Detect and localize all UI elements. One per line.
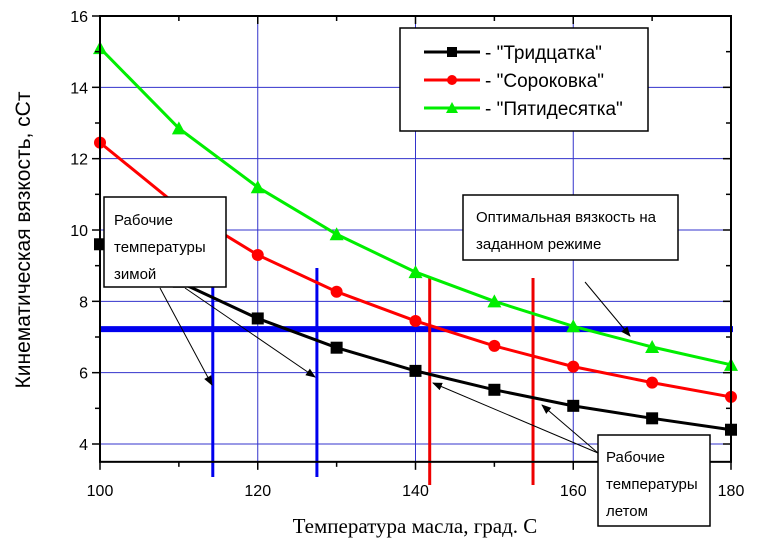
data-point-square [567,399,580,412]
optimal-arrow [584,281,631,337]
data-point-circle [330,285,343,298]
winter-arrow [159,287,213,386]
data-point-triangle [408,265,423,279]
data-point-square [646,412,659,425]
summer-annotation-text: Рабочие [606,449,665,466]
legend-marker-triangle [446,102,458,113]
data-point-triangle [329,227,344,241]
x-tick-label: 120 [244,483,271,500]
summer-annotation-text: летом [606,503,648,520]
summer-arrow [432,382,599,454]
legend-label: - "Тридцатка" [485,43,602,64]
winter-annotation-text: Рабочие [114,212,173,229]
data-point-circle [251,248,264,261]
winter-annotation-box [103,196,227,288]
data-point-square [330,341,343,354]
y-axis-label: Кинематическая вязкость, сСт [12,91,35,388]
optimal-annotation-text: заданном режиме [476,236,601,253]
y-tick-label: 8 [79,294,88,311]
legend-marker-circle [447,75,457,85]
x-axis-label: Температура масла, град. С [293,514,538,538]
winter-annotation-text: температуры [114,239,206,256]
x-tick-label: 100 [87,483,114,500]
y-tick-label: 6 [79,366,88,383]
data-point-triangle [171,121,186,135]
legend-marker-square [447,47,457,57]
x-tick-label: 160 [560,483,587,500]
data-point-square [488,383,501,396]
data-point-circle [488,339,501,352]
summer-annotation-box [597,434,711,527]
winter-annotation-text: зимой [114,266,156,283]
data-point-triangle [487,294,502,308]
optimal-annotation-text: Оптимальная вязкость на [476,209,657,226]
winter-arrow [184,287,316,378]
y-tick-label: 12 [70,152,88,169]
data-point-circle [646,376,659,389]
legend-label: - "Сороковка" [485,71,604,92]
data-point-triangle [250,180,265,194]
summer-annotation-text: температуры [606,476,698,493]
data-point-triangle [566,319,581,333]
optimal-annotation-box [462,194,679,261]
data-point-circle [409,314,422,327]
data-point-square [251,312,264,325]
y-tick-label: 4 [79,437,88,454]
y-tick-label: 16 [70,9,88,26]
summer-arrow [541,404,599,454]
y-tick-label: 14 [70,80,88,97]
data-point-circle [567,360,580,373]
legend-label: - "Пятидесятка" [485,99,623,120]
y-tick-label: 10 [70,223,88,240]
data-point-square [409,364,422,377]
x-tick-label: 140 [402,483,429,500]
x-tick-label: 180 [718,483,745,500]
data-point-triangle [645,339,660,353]
